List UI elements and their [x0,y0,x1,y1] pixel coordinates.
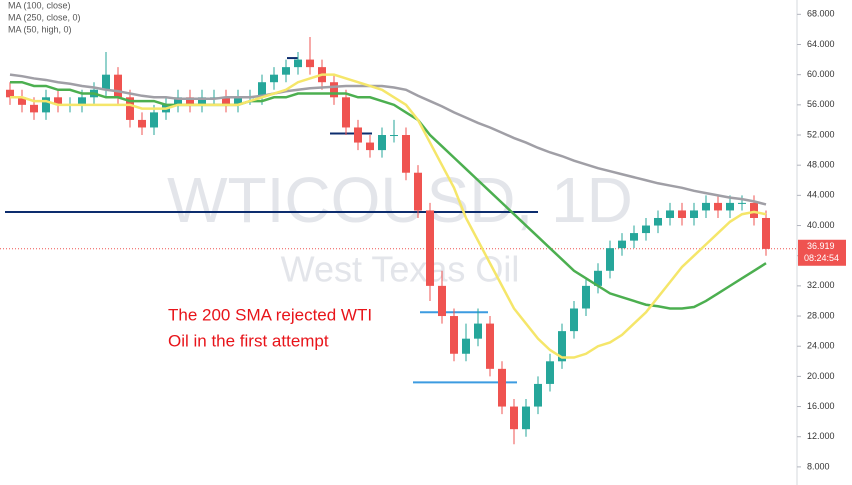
candle-body [474,323,482,339]
candle-body [150,112,158,128]
candle-body [510,406,518,430]
candle-body [342,97,350,128]
watermark-subtitle: West Texas Oil [281,249,520,290]
candle-body [306,59,314,68]
candle-body [426,210,434,286]
annotation: The 200 SMA rejected WTI [168,305,372,324]
price-label-box [798,239,846,266]
candle-body [534,383,542,407]
candle-body [126,97,134,120]
candle-body [702,202,710,211]
candle-body [54,97,62,105]
candle-body [522,406,530,430]
candle-body [282,67,290,75]
candle-body [222,97,230,105]
candle-body [726,202,734,211]
candle-body [486,323,494,369]
y-tick-label: 32.000 [807,280,835,290]
y-tick-label: 12.000 [807,431,835,441]
ma-line [9,73,767,206]
candle-body [618,240,626,249]
candle-body [498,368,506,407]
candle-body [30,104,38,113]
ma-line [10,80,767,310]
plot [0,36,797,445]
candle-body [294,59,302,68]
candle-body [438,285,446,317]
candle-body [198,97,206,105]
candle-body [558,331,566,362]
candle-body [582,285,590,309]
legend-entry: MA (100, close) [8,0,71,10]
candle-body [414,172,422,211]
candle-body [42,97,50,113]
annotation: Oil in the first attempt [168,331,329,350]
y-tick-label: 68.000 [807,9,835,19]
y-tick-label: 40.000 [807,220,835,230]
candle-body [666,210,674,218]
candle-body [570,308,578,332]
candle-body [138,119,146,128]
candle-body [462,338,470,354]
y-tick-label: 60.000 [807,69,835,79]
candle-body [270,74,278,83]
candle-body [654,217,662,226]
candle-body [642,225,650,234]
candle-body [402,135,410,173]
candle-body [186,97,194,105]
candle-body [678,210,686,218]
legend-entry: MA (50, high, 0) [8,24,72,34]
candle-body [738,202,746,204]
candle-body [330,82,338,98]
candle-body [18,97,26,105]
candle-body [594,270,602,286]
candle-body [354,127,362,143]
candle-body [690,210,698,218]
y-tick-label: 16.000 [807,401,835,411]
y-tick-label: 8.000 [807,461,830,471]
candle-body [606,248,614,271]
candle-body [6,89,14,98]
ma-line [10,73,767,359]
y-tick-label: 64.000 [807,39,835,49]
candle-body [258,82,266,98]
legend-entry: MA (250, close, 0) [8,12,81,22]
y-tick-label: 44.000 [807,190,835,200]
y-tick-label: 48.000 [807,160,835,170]
candle-body [234,97,242,105]
watermark: WTICOUSD, 1D [167,164,633,236]
candle-body [630,233,638,241]
candle-body [450,316,458,354]
candle-body [762,217,770,249]
candle-body [102,74,110,90]
candle-body [546,361,554,384]
candle-body [174,97,182,105]
y-tick-label: 52.000 [807,129,835,139]
candle-body [750,202,758,218]
y-tick-label: 28.000 [807,310,835,320]
candle-body [78,97,86,105]
candle-body [114,74,122,98]
candle-body [378,135,386,151]
candle-body [366,142,374,151]
candle-body [390,135,398,137]
y-tick-label: 20.000 [807,371,835,381]
candle-body [714,202,722,211]
price-label: 36.919 [807,241,835,251]
y-tick-label: 24.000 [807,341,835,351]
countdown: 08:24:54 [804,253,839,263]
y-tick-label: 56.000 [807,99,835,109]
